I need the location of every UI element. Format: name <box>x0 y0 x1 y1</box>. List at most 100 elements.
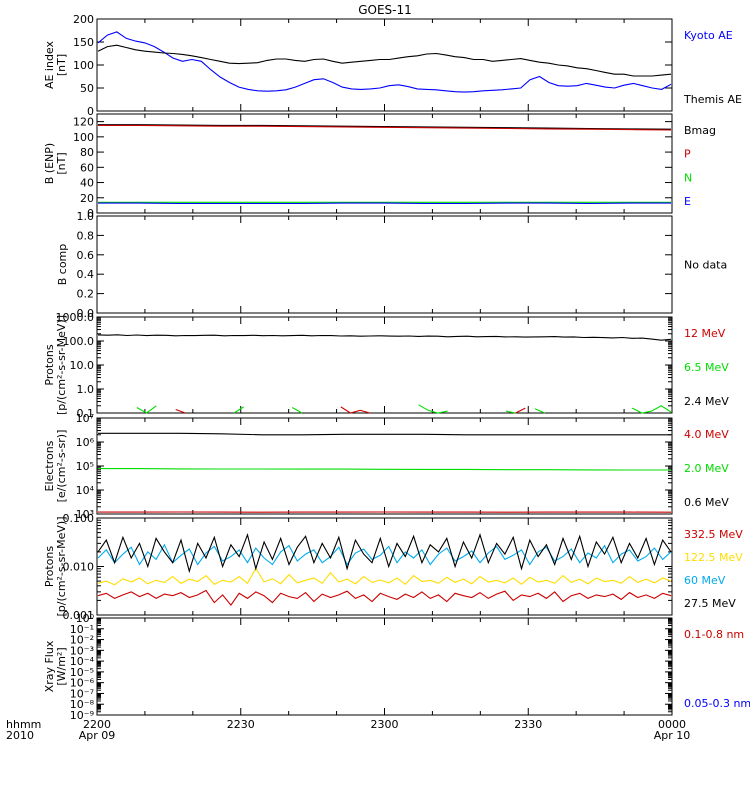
series-p <box>98 124 672 131</box>
legend-0-1-0-8-nm: 0.1-0.8 nm <box>684 628 744 641</box>
series-bmag <box>98 124 672 130</box>
legend-2-4-mev: 2.4 MeV <box>684 395 729 408</box>
y-axis-label-line: Protons <box>43 546 56 587</box>
y-tick-label: 0.4 <box>77 268 95 281</box>
y-tick-label: 0.010 <box>63 561 95 574</box>
y-tick-label: 80 <box>80 146 94 159</box>
y-tick-label: 100 <box>73 131 94 144</box>
y-tick-label: 1.0 <box>77 210 95 223</box>
y-tick-label: 0.8 <box>77 229 95 242</box>
y-tick-label: 0.0 <box>77 307 95 320</box>
legend: 332.5 MeV 122.5 MeV 60 MeV 27.5 MeV <box>684 528 743 610</box>
x-tick-label: 2330 <box>514 718 542 731</box>
legend-4-0-mev: 4.0 MeV <box>684 428 729 441</box>
series-6-5-mev <box>136 404 672 414</box>
y-tick-label: 10.0 <box>70 359 95 372</box>
panel-frame <box>96 517 673 616</box>
legend-kyoto-ae: Kyoto AE <box>684 29 733 42</box>
y-tick-label: 1.0 <box>77 383 95 396</box>
panel-frame <box>96 18 673 112</box>
x-tick-label: 2300 <box>371 718 399 731</box>
series-122-5-mev <box>97 567 672 586</box>
legend-27-5-mev: 27.5 MeV <box>684 597 736 610</box>
y-tick-label: 10⁰ <box>76 612 95 625</box>
x-tick-label: 0000 <box>658 718 686 731</box>
legend: 12 MeV 6.5 MeV 2.4 MeV <box>684 327 729 408</box>
y-tick-label: 20 <box>80 192 94 205</box>
y-tick-label: 10⁶ <box>76 436 95 449</box>
y-tick-label: 150 <box>73 36 94 49</box>
y-tick-label: 1000.0 <box>56 311 95 324</box>
series-27-5-mev <box>97 532 672 574</box>
y-tick-label: 0.100 <box>63 512 95 525</box>
x-corner-label-time: hhmm <box>6 718 41 731</box>
y-tick-label: 50 <box>80 82 94 95</box>
series-kyoto-ae <box>97 31 672 93</box>
y-axis-label-line: [p/(cm²-s-sr-MeV)] <box>55 315 68 415</box>
y-tick-label: 10⁻⁴ <box>70 655 95 668</box>
legend: Bmag PNE <box>684 124 716 208</box>
y-tick-label: 10⁻⁶ <box>70 677 95 690</box>
y-tick-label: 10³ <box>76 508 94 521</box>
panel-b: 0 20 40 60 80 100 120 B (ENP) [nT] Bmag PNE <box>43 113 716 220</box>
series-themis-ae <box>97 44 672 77</box>
legend: 4.0 MeV 2.0 MeV 0.6 MeV <box>684 428 729 509</box>
panel-frame <box>96 215 673 314</box>
y-tick-label: 10⁻⁹ <box>70 709 94 722</box>
y-tick-label: 0.1 <box>77 407 95 420</box>
y-tick-label: 0.6 <box>77 249 95 262</box>
panel-electrons: 10³ 10⁴ 10⁵ 10⁶ 10⁷ Electrons [e/(cm²-s-sr)] 4.… <box>43 412 729 521</box>
panel-ae: 0 50 100 150 200 AE index [nT] Kyoto AE Themis A… <box>43 13 742 118</box>
y-axis-label-line: [e/(cm²-s-sr)] <box>55 430 68 503</box>
legend-2-0-mev: 2.0 MeV <box>684 462 729 475</box>
y-axis-label-line: [nT] <box>55 54 68 76</box>
y-tick-label: 40 <box>80 177 94 190</box>
y-tick-label: 0.001 <box>63 609 95 622</box>
legend: 0.1-0.8 nm 0.05-0.3 nm <box>684 628 750 710</box>
series-2-0-mev <box>98 468 671 471</box>
x-tick-label: 2200 <box>83 718 111 731</box>
y-axis-label: Protons [p/(cm²-s-sr-MeV)] <box>43 315 68 415</box>
y-axis-label-line: Electrons <box>43 440 56 491</box>
panel-bcomp: 0.0 0.2 0.4 0.6 0.8 1.0 B comp No data <box>56 210 727 320</box>
legend-122-5-mev: 122.5 MeV <box>684 551 743 564</box>
y-axis-label: AE index [nT] <box>43 40 68 89</box>
y-axis-label-line: AE index <box>43 40 56 89</box>
legend-0-05-0-3-nm: 0.05-0.3 nm <box>684 697 750 710</box>
y-tick-label: 10⁵ <box>76 460 94 473</box>
y-tick-label: 10⁷ <box>76 412 94 425</box>
legend-bmag: Bmag <box>684 124 716 137</box>
y-axis-label: B (ENP) [nT] <box>43 143 68 184</box>
y-axis-label-line: Protons <box>43 344 56 385</box>
y-tick-label: 200 <box>73 13 94 26</box>
legend-0-6-mev: 0.6 MeV <box>684 496 729 509</box>
x-tick-date-label: Apr 10 <box>654 729 691 742</box>
y-axis-label: Protons [p/(cm²-s-sr-MeV)] <box>43 517 68 617</box>
y-tick-label: 10⁴ <box>76 484 95 497</box>
legend-themis-ae: Themis AE <box>683 93 742 106</box>
y-tick-label: 100.0 <box>63 335 95 348</box>
y-tick-label: 0 <box>87 105 94 118</box>
y-tick-label: 0 <box>87 207 94 220</box>
legend-no-data: No data <box>684 259 727 272</box>
figure-title: GOES-11 <box>358 3 412 17</box>
legend-n: N <box>684 171 692 184</box>
y-tick-label: 10⁻¹ <box>70 623 94 636</box>
y-tick-label: 10⁻³ <box>70 644 94 657</box>
legend: No data <box>684 259 727 272</box>
y-axis-label: Electrons [e/(cm²-s-sr)] <box>43 430 68 503</box>
y-tick-label: 10⁻⁸ <box>70 698 95 711</box>
y-tick-label: 60 <box>80 161 94 174</box>
legend-e: E <box>684 195 691 208</box>
y-axis-label-line: [W/m²] <box>55 647 68 685</box>
series-12-mev <box>175 406 526 414</box>
y-tick-label: 10⁻⁷ <box>70 687 94 700</box>
x-tick-label: 2230 <box>227 718 255 731</box>
y-tick-label: 10⁻⁵ <box>70 666 94 679</box>
y-tick-label: 120 <box>73 116 94 129</box>
series-332-5-mev <box>97 589 672 607</box>
